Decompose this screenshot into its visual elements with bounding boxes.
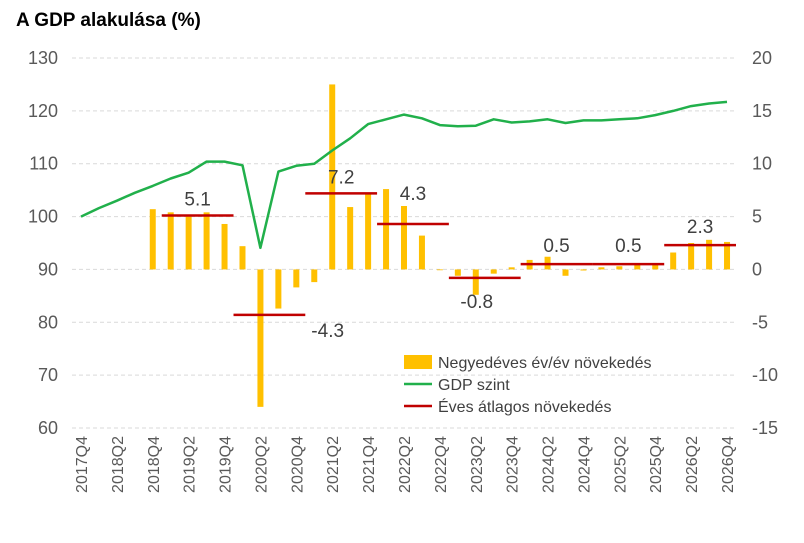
- growth-bar: [562, 269, 569, 276]
- x-axis-tick: 2020Q2: [253, 436, 270, 493]
- x-axis-tick: 2024Q4: [576, 436, 593, 493]
- left-axis-tick: 80: [38, 312, 58, 332]
- growth-bar: [634, 263, 641, 270]
- annual-average-label: 2.3: [687, 217, 713, 238]
- annual-average-label: 0.5: [543, 236, 569, 257]
- growth-bar: [401, 206, 407, 270]
- left-axis-tick: 70: [38, 365, 58, 385]
- x-axis-tick: 2025Q4: [648, 436, 665, 493]
- left-axis-tick: 60: [38, 418, 58, 438]
- growth-bar: [472, 269, 479, 295]
- x-axis-tick: 2026Q4: [720, 436, 737, 493]
- growth-bar: [724, 241, 731, 270]
- x-axis-tick: 2023Q2: [469, 436, 486, 493]
- growth-bar: [490, 269, 497, 274]
- chart-title: A GDP alakulása (%): [16, 10, 201, 31]
- right-axis-tick: -5: [752, 312, 768, 332]
- growth-bar: [149, 209, 156, 270]
- growth-bar: [670, 252, 677, 270]
- x-axis-tick: 2018Q2: [110, 436, 127, 493]
- annual-average-label: 4.3: [400, 184, 426, 205]
- x-axis-tick: 2021Q2: [325, 436, 342, 493]
- growth-bar: [275, 269, 282, 309]
- left-axis-tick: 90: [38, 259, 58, 279]
- growth-bar: [329, 84, 336, 270]
- left-axis-tick: 100: [28, 207, 58, 227]
- right-axis-tick: 10: [752, 154, 772, 174]
- annual-average-label: 0.5: [615, 236, 641, 257]
- x-axis-tick: 2023Q4: [505, 436, 522, 493]
- growth-bar: [221, 223, 228, 270]
- x-axis-tick: 2022Q2: [397, 436, 414, 493]
- growth-bar: [688, 243, 695, 270]
- x-axis-tick: 2024Q2: [541, 436, 558, 493]
- growth-bar: [454, 269, 461, 276]
- growth-bar: [508, 267, 515, 270]
- annual-average-label: -0.8: [460, 292, 493, 313]
- growth-bar: [418, 235, 425, 270]
- growth-bar: [652, 264, 659, 270]
- annual-average-label: 5.1: [184, 190, 210, 211]
- x-axis-tick: 2026Q2: [684, 436, 701, 493]
- right-axis-tick: 20: [752, 48, 772, 68]
- right-axis-tick: -15: [752, 418, 778, 438]
- growth-bar: [185, 216, 192, 270]
- growth-bar: [167, 212, 174, 270]
- x-axis-tick: 2017Q4: [74, 436, 91, 493]
- growth-bar: [436, 269, 443, 271]
- legend-item-gdp-level: GDP szint: [438, 377, 510, 394]
- x-axis-tick: 2019Q4: [218, 436, 235, 493]
- right-axis-tick: 5: [752, 207, 762, 227]
- growth-bar: [293, 269, 300, 288]
- growth-bar: [347, 207, 354, 270]
- growth-bar: [365, 193, 372, 270]
- growth-bar: [311, 269, 318, 283]
- legend-item-quarterly-growth-swatch: [404, 355, 432, 369]
- x-axis-tick: 2018Q4: [146, 436, 163, 493]
- right-axis-tick: 15: [752, 101, 772, 121]
- legend-item-quarterly-growth: Negyedéves év/év növekedés: [438, 355, 651, 372]
- right-axis-tick: 0: [752, 259, 762, 279]
- growth-bar: [706, 239, 713, 270]
- right-axis-tick: -10: [752, 365, 778, 385]
- growth-bar: [257, 269, 264, 407]
- x-axis-tick: 2025Q2: [612, 436, 629, 493]
- growth-bar: [239, 246, 246, 270]
- growth-bar: [580, 269, 587, 271]
- x-axis-tick: 2020Q4: [289, 436, 306, 493]
- annual-average-label: -4.3: [311, 321, 344, 342]
- x-axis-tick: 2019Q2: [182, 436, 199, 493]
- left-axis-tick: 110: [29, 154, 58, 174]
- growth-bar: [383, 189, 390, 270]
- gdp-level-line: [80, 100, 728, 250]
- annual-average-label: 7.2: [328, 167, 354, 188]
- left-axis-tick: 120: [28, 101, 58, 121]
- growth-bar: [598, 267, 605, 270]
- x-axis-tick: 2021Q4: [361, 436, 378, 493]
- growth-bar: [616, 266, 623, 270]
- left-axis-tick: 130: [28, 48, 58, 68]
- growth-bar: [203, 212, 210, 270]
- legend-item-annual-average: Éves átlagos növekedés: [438, 397, 611, 416]
- x-axis-tick: 2022Q4: [433, 436, 450, 493]
